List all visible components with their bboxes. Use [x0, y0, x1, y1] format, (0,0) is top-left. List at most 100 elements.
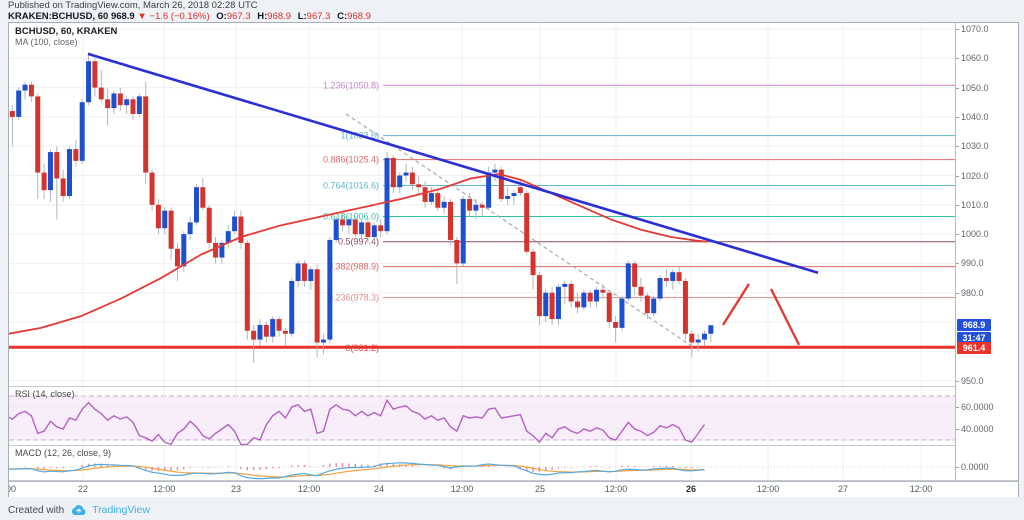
- candle: [613, 322, 619, 328]
- price-tick-label: 1000.0: [956, 229, 989, 240]
- last-price: 968.9: [110, 11, 135, 22]
- candle: [276, 319, 282, 331]
- candle: [289, 280, 295, 334]
- ma-100-line: [9, 173, 708, 335]
- time-tick-label: 12:00: [604, 484, 628, 494]
- price-tick-label: 1040.0: [956, 111, 989, 122]
- candle: [295, 263, 301, 281]
- candle: [670, 272, 676, 281]
- candle: [524, 193, 530, 252]
- candle: [194, 187, 199, 223]
- candle: [174, 248, 180, 267]
- macd-pane-canvas[interactable]: [9, 446, 955, 480]
- candle: [511, 193, 517, 197]
- macd-tick-label: 0.0000: [956, 462, 989, 472]
- candle: [562, 283, 568, 287]
- fib-level-label: 0.382(988.9): [328, 262, 379, 272]
- close-value: 968.9: [347, 11, 371, 22]
- time-tick-label: 22: [77, 484, 88, 494]
- candle: [117, 93, 123, 106]
- descending-trendline: [87, 52, 819, 275]
- time-axis[interactable]: 00 22 12:00 23 12:00 24 12:00 25 12:00 26 12:00 27 1…: [9, 481, 1018, 497]
- candle: [448, 201, 453, 240]
- candle: [54, 152, 60, 179]
- candle: [371, 225, 377, 238]
- price-pane[interactable]: BCHUSD, 60, KRAKEN MA (100, close) 1.236…: [9, 23, 955, 386]
- candle: [365, 222, 371, 238]
- candle: [536, 275, 542, 317]
- rsi-line: [9, 398, 706, 445]
- candle: [384, 157, 390, 232]
- candle: [346, 219, 352, 226]
- time-tick-label: 25: [534, 484, 545, 494]
- tradingview-brand-link[interactable]: TradingView: [92, 504, 150, 516]
- candle: [549, 292, 555, 320]
- price-tick-label: 950.0: [956, 375, 984, 386]
- high-label: H:: [257, 11, 268, 22]
- pane-divider[interactable]: [9, 386, 1018, 387]
- candle: [270, 319, 276, 337]
- price-tick-label: 1030.0: [956, 141, 989, 152]
- level-price-badge: 961.4: [957, 342, 991, 355]
- candle: [663, 278, 669, 281]
- fib-level-label: 1.236(1050.8): [323, 80, 379, 90]
- price-tick-label: 980.0: [956, 287, 984, 298]
- candle: [606, 292, 612, 322]
- rsi-tick-label: 40.0000: [956, 424, 994, 434]
- candle: [416, 184, 422, 188]
- candle: [587, 292, 593, 302]
- time-tick-label: 12:00: [756, 484, 780, 494]
- candle: [314, 269, 320, 343]
- candle: [149, 172, 155, 205]
- pane-divider[interactable]: [9, 445, 1018, 446]
- price-tick-label: 1070.0: [956, 24, 989, 34]
- macd-pane[interactable]: MACD (12, 26, close, 9): [9, 446, 955, 480]
- candle: [409, 172, 415, 185]
- candle: [219, 242, 225, 258]
- symbol-name: KRAKEN:BCHUSD, 60: [8, 11, 109, 22]
- candle: [28, 84, 34, 97]
- candle: [340, 219, 346, 226]
- low-label: L:: [297, 11, 307, 22]
- candle: [359, 222, 365, 235]
- fib-level-label: 0.764(1016.6): [323, 180, 379, 190]
- open-label: O:: [216, 11, 227, 22]
- chart-container[interactable]: BCHUSD, 60, KRAKEN MA (100, close) 1.236…: [8, 22, 1019, 497]
- low-value: 967.3: [306, 11, 331, 22]
- candle: [143, 96, 149, 173]
- candle: [390, 157, 396, 188]
- candle: [321, 339, 326, 343]
- time-tick-label: 00: [9, 484, 16, 494]
- candle: [651, 298, 657, 314]
- candle: [543, 292, 549, 317]
- open-value: 967.3: [226, 11, 251, 22]
- candle: [181, 234, 187, 267]
- price-pane-canvas[interactable]: 1.236(1050.8)1(1033.6)0.886(1025.4)0.764…: [9, 23, 955, 386]
- fib-level-label: 0.236(978.3): [328, 293, 379, 303]
- candle: [460, 198, 466, 264]
- rsi-pane-canvas[interactable]: [9, 387, 955, 445]
- candle: [301, 263, 307, 281]
- candle: [403, 172, 409, 176]
- time-tick-label: 26: [685, 484, 696, 494]
- bar-countdown-badge: 31:47: [957, 332, 991, 345]
- price-tick-label: 990.0: [956, 258, 984, 269]
- candle: [136, 96, 142, 114]
- rsi-pane[interactable]: RSI (14, close): [9, 387, 955, 445]
- price-axis[interactable]: 1070.0 1060.0 1050.0 1040.0 1030.0 1020.0 1010…: [956, 23, 1018, 480]
- candle: [454, 239, 460, 264]
- time-tick-label: 12:00: [450, 484, 474, 494]
- tradingview-cloud-icon[interactable]: [69, 504, 87, 516]
- high-value: 968.9: [267, 11, 292, 22]
- fib-level-label: 0.618(1006.0): [323, 212, 379, 222]
- candle: [632, 263, 638, 287]
- candle: [657, 278, 663, 299]
- candle: [555, 286, 561, 320]
- candle: [251, 330, 257, 340]
- candle: [486, 172, 492, 208]
- candle: [16, 90, 22, 117]
- candle: [689, 333, 695, 343]
- candle: [435, 193, 441, 208]
- candle: [206, 207, 212, 243]
